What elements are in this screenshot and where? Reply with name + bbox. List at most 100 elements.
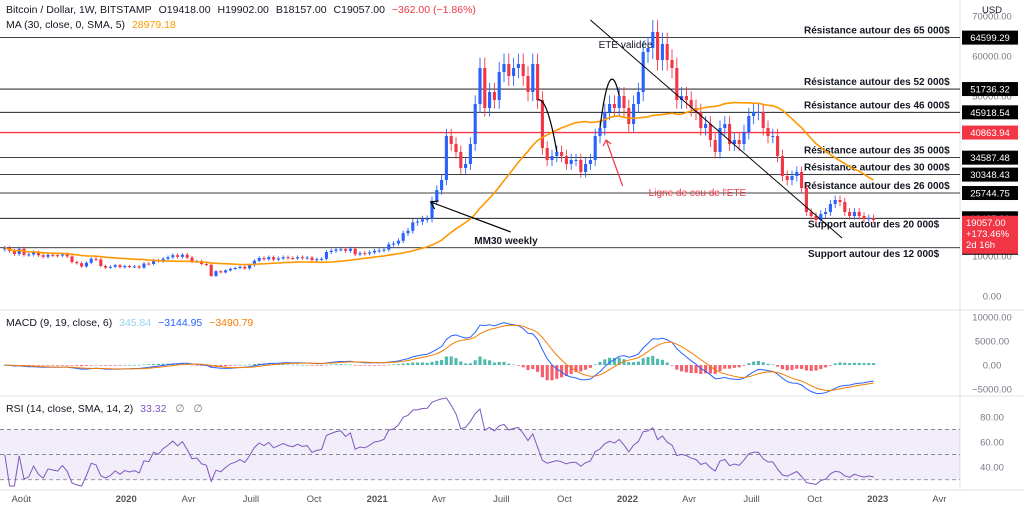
macd-histogram-bar	[219, 365, 223, 367]
macd-histogram-bar	[824, 365, 828, 368]
candle-body	[728, 124, 732, 144]
price-level-tag-label: 25744.75	[970, 189, 1010, 200]
macd-histogram-bar	[728, 365, 732, 369]
macd-legend[interactable]: MACD (9, 19, close, 6) 345.84 −3144.95 −…	[6, 317, 257, 329]
candle-body	[425, 218, 429, 220]
candle-body	[17, 248, 21, 254]
candle-body	[516, 64, 520, 68]
macd-histogram-bar	[406, 363, 410, 366]
rsi-tick-label: 80.00	[980, 412, 1004, 423]
candle-body	[420, 219, 424, 222]
candle-countdown: 2d 16h	[966, 240, 995, 251]
candle-body	[814, 216, 818, 220]
rsi-legend[interactable]: RSI (14, close, SMA, 14, 2) 33.32 ∅ ∅	[6, 403, 207, 415]
candle-body	[756, 112, 760, 113]
ete-label: ETE validée	[599, 40, 653, 51]
candle-body	[171, 255, 175, 258]
macd-histogram-bar	[348, 364, 352, 366]
candle-body	[75, 262, 79, 264]
level-annotation: Résistance autour des 52 000$	[804, 77, 950, 88]
macd-histogram-bar	[459, 361, 463, 366]
candle-body	[560, 152, 564, 156]
macd-histogram-bar	[560, 365, 564, 378]
candle-body	[723, 124, 727, 128]
candle-body	[771, 136, 775, 137]
current-price-change: +173.46%	[966, 229, 1010, 240]
current-price-value: 19057.00	[966, 218, 1006, 229]
macd-histogram-bar	[708, 365, 712, 374]
candle-body	[305, 257, 309, 259]
price-tick-label: 10000.00	[972, 252, 1012, 263]
macd-histogram-bar	[512, 364, 516, 366]
candle-body	[473, 104, 477, 144]
level-annotation: Résistance autour des 26 000$	[804, 181, 950, 192]
candle-body	[339, 249, 343, 251]
time-tick-label: Avr	[182, 494, 196, 505]
candle-body	[185, 254, 189, 258]
candle-body	[584, 164, 588, 172]
macd-line	[4, 322, 874, 395]
price-tick-label: 70000.00	[972, 12, 1012, 23]
price-level-tag-label: 51736.32	[970, 85, 1010, 96]
macd-histogram-bar	[300, 364, 304, 366]
rsi-value: 33.32	[140, 403, 167, 415]
candle-body	[65, 254, 69, 257]
candle-body	[324, 252, 328, 259]
candle-body	[464, 164, 468, 168]
candle-body	[41, 255, 45, 257]
macd-histogram-bar	[435, 360, 439, 366]
candle-body	[612, 104, 616, 108]
candle-body	[12, 250, 16, 254]
macd-histogram-bar	[444, 356, 448, 366]
candle-body	[737, 140, 741, 144]
candle-body	[257, 258, 261, 261]
price-level-tag	[962, 105, 1018, 120]
candle-body	[795, 172, 799, 176]
macd-histogram-bar	[848, 363, 852, 366]
candle-body	[507, 64, 511, 76]
macd-histogram-bar	[785, 365, 789, 371]
candle-body	[588, 160, 592, 164]
price-tick-label: 50000.00	[972, 92, 1012, 103]
candle-body	[392, 243, 396, 245]
price-level-tag-label: 34587.48	[970, 153, 1010, 164]
candle-body	[761, 112, 765, 128]
candle-body	[454, 144, 458, 152]
candle-body	[627, 108, 631, 124]
candle-body	[94, 258, 98, 260]
macd-histogram-bar	[675, 365, 679, 370]
macd-histogram-bar	[344, 364, 348, 366]
macd-histogram-bar	[507, 363, 511, 366]
candle-body	[387, 244, 391, 250]
macd-histogram-bar	[464, 363, 468, 366]
macd-histogram-bar	[267, 363, 271, 366]
candle-body	[113, 265, 117, 267]
candle-body	[291, 258, 295, 259]
ma-legend[interactable]: MA (30, close, 0, SMA, 5) 28979.18	[6, 19, 180, 31]
trend-line	[590, 19, 843, 239]
macd-histogram-bar	[123, 365, 127, 366]
rsi-tick-label: 60.00	[980, 438, 1004, 449]
neckline-arrow-head	[602, 139, 612, 147]
candle-body	[670, 60, 674, 68]
macd-histogram-bar	[809, 365, 813, 371]
macd-histogram-bar	[780, 365, 784, 370]
macd-histogram-bar	[651, 355, 655, 366]
candle-body	[492, 92, 496, 100]
macd-histogram-bar	[473, 360, 477, 366]
change-value: −362.00 (−1.86%)	[391, 4, 476, 16]
rsi-tick-label: 40.00	[980, 463, 1004, 474]
time-tick-label: Juill	[743, 494, 759, 505]
candle-body	[636, 92, 640, 104]
rsi-empty-icon-2: ∅	[193, 403, 203, 415]
macd-histogram-bar	[766, 363, 770, 366]
candle-body	[89, 258, 93, 263]
macd-histogram-bar	[382, 365, 386, 366]
candle-body	[118, 265, 122, 268]
candle-body	[132, 266, 136, 268]
macd-histogram-bar	[142, 364, 146, 366]
macd-tick-label: 5000.00	[975, 336, 1009, 347]
symbol-title[interactable]: Bitcoin / Dollar, 1W, BITSTAMP	[6, 4, 152, 16]
